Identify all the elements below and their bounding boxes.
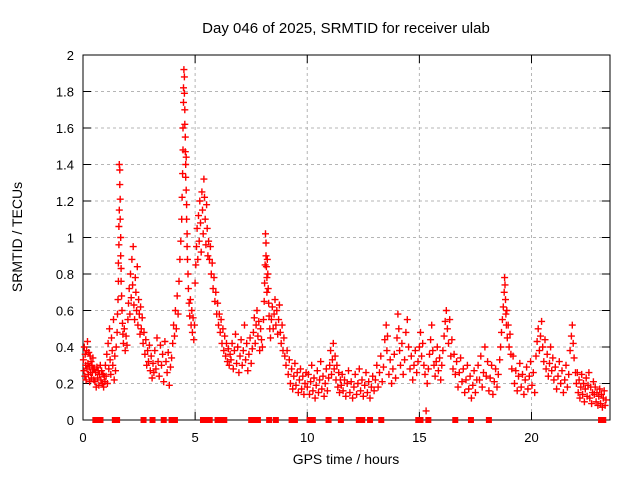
zero-flag-square (171, 417, 178, 423)
y-tick-label: 1.2 (56, 194, 74, 209)
zero-flag-square (221, 417, 228, 423)
y-tick-label: 0.4 (56, 340, 74, 355)
zero-flag-square (378, 417, 385, 423)
zero-flag-square (92, 417, 99, 423)
zero-flag-markers (92, 417, 607, 423)
zero-flag-square (425, 417, 432, 423)
data-points (79, 66, 610, 415)
zero-flag-square (251, 417, 258, 423)
zero-flag-square (291, 417, 298, 423)
zero-flag-square (325, 417, 332, 423)
zero-flag-square (359, 417, 366, 423)
y-tick-label: 2 (67, 48, 74, 63)
zero-flag-square (160, 417, 167, 423)
zero-flag-square (452, 417, 459, 423)
y-tick-label: 0.8 (56, 267, 74, 282)
zero-flag-square (149, 417, 156, 423)
y-tick-label: 1 (67, 231, 74, 246)
zero-flag-square (467, 417, 474, 423)
y-tick-label: 1.4 (56, 158, 74, 173)
zero-flag-square (203, 417, 210, 423)
y-tick-label: 0.6 (56, 304, 74, 319)
zero-flag-square (337, 417, 344, 423)
x-tick-labels: 0 5 10 15 20 (79, 430, 538, 445)
zero-flag-square (600, 417, 607, 423)
zero-flag-square (355, 417, 362, 423)
zero-flag-square (206, 417, 213, 423)
y-axis-label: SRMTID / TECUs (9, 182, 25, 292)
zero-flag-square (272, 417, 279, 423)
zero-flag-square (266, 417, 273, 423)
x-tick-label: 15 (412, 430, 426, 445)
x-tick-label: 0 (79, 430, 86, 445)
zero-flag-square (288, 417, 295, 423)
zero-flag-square (97, 417, 104, 423)
zero-flag-square (168, 417, 175, 423)
chart-title: Day 046 of 2025, SRMTID for receiver ula… (202, 20, 490, 37)
zero-flag-square (199, 417, 206, 423)
zero-flag-square (306, 417, 313, 423)
zero-flag-square (417, 417, 424, 423)
zero-flag-square (485, 417, 492, 423)
zero-flag-square (254, 417, 261, 423)
y-tick-label: 0.2 (56, 377, 74, 392)
x-axis-label: GPS time / hours (293, 451, 400, 467)
x-tick-label: 5 (192, 430, 199, 445)
y-tick-labels: 0 0.2 0.4 0.6 0.8 1 1.2 1.4 1.6 1.8 2 (56, 48, 74, 428)
zero-flag-square (114, 417, 121, 423)
y-tick-label: 1.8 (56, 85, 74, 100)
zero-flag-square (214, 417, 221, 423)
y-tick-label: 0 (67, 413, 74, 428)
zero-flag-square (140, 417, 147, 423)
zero-flag-square (248, 417, 255, 423)
grid-lines (83, 55, 610, 420)
x-tick-label: 10 (300, 430, 314, 445)
x-tick-label: 20 (524, 430, 538, 445)
zero-flag-square (367, 417, 374, 423)
zero-flag-square (217, 417, 224, 423)
zero-flag-square (309, 417, 316, 423)
y-tick-label: 1.6 (56, 121, 74, 136)
